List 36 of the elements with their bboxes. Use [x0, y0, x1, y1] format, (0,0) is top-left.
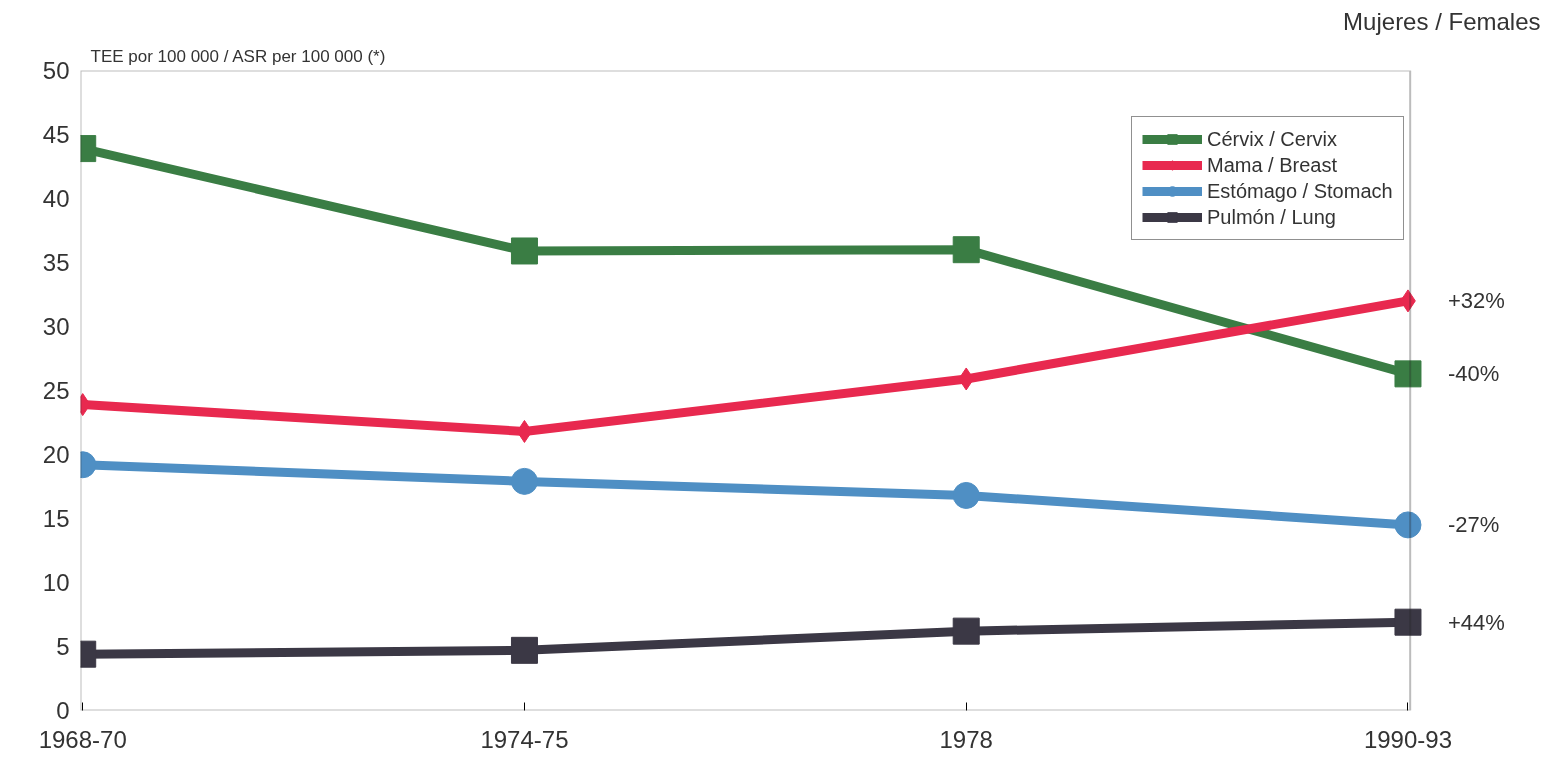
- point: [510, 467, 538, 495]
- point: [952, 617, 980, 645]
- y-tick-label: 10: [42, 569, 70, 596]
- chart-title: Mujeres / Females: [1343, 7, 1541, 35]
- y-tick-label: 5: [56, 633, 70, 660]
- point: [1394, 608, 1422, 636]
- legend-label: Cérvix / Cervix: [1207, 127, 1338, 151]
- annotation: +32%: [1447, 288, 1505, 314]
- point: [952, 236, 980, 264]
- point: [510, 636, 538, 664]
- x-tick-label: 1968-70: [38, 725, 127, 753]
- point: [1394, 360, 1422, 388]
- legend-label: Mama / Breast: [1207, 153, 1338, 177]
- annotation: +44%: [1447, 609, 1505, 635]
- x-tick-label: 1990-93: [1363, 725, 1453, 753]
- legend-label: Estómago / Stomach: [1207, 179, 1393, 203]
- point: [958, 367, 975, 391]
- y-axis-title: TEE por 100 000 / ASR per 100 000 (*): [90, 46, 386, 66]
- x-tick-label: 1978: [939, 725, 993, 753]
- y-tick-label: 20: [42, 441, 70, 468]
- y-tick-label: 0: [56, 697, 70, 724]
- annotation: -40%: [1447, 361, 1500, 387]
- y-tick-label: 50: [42, 57, 70, 84]
- point: [510, 237, 538, 265]
- point: [516, 419, 533, 443]
- y-tick-label: 35: [42, 249, 70, 276]
- annotation: -27%: [1447, 512, 1500, 538]
- y-tick-label: 40: [42, 185, 70, 212]
- y-tick-label: 45: [42, 121, 70, 148]
- point: [1394, 511, 1422, 539]
- y-tick-label: 25: [42, 377, 70, 404]
- x-tick-label: 1974-75: [480, 725, 569, 753]
- y-tick-label: 15: [42, 505, 70, 532]
- legend-label: Pulmón / Lung: [1207, 205, 1336, 229]
- y-tick-label: 30: [42, 313, 70, 340]
- point: [952, 481, 980, 509]
